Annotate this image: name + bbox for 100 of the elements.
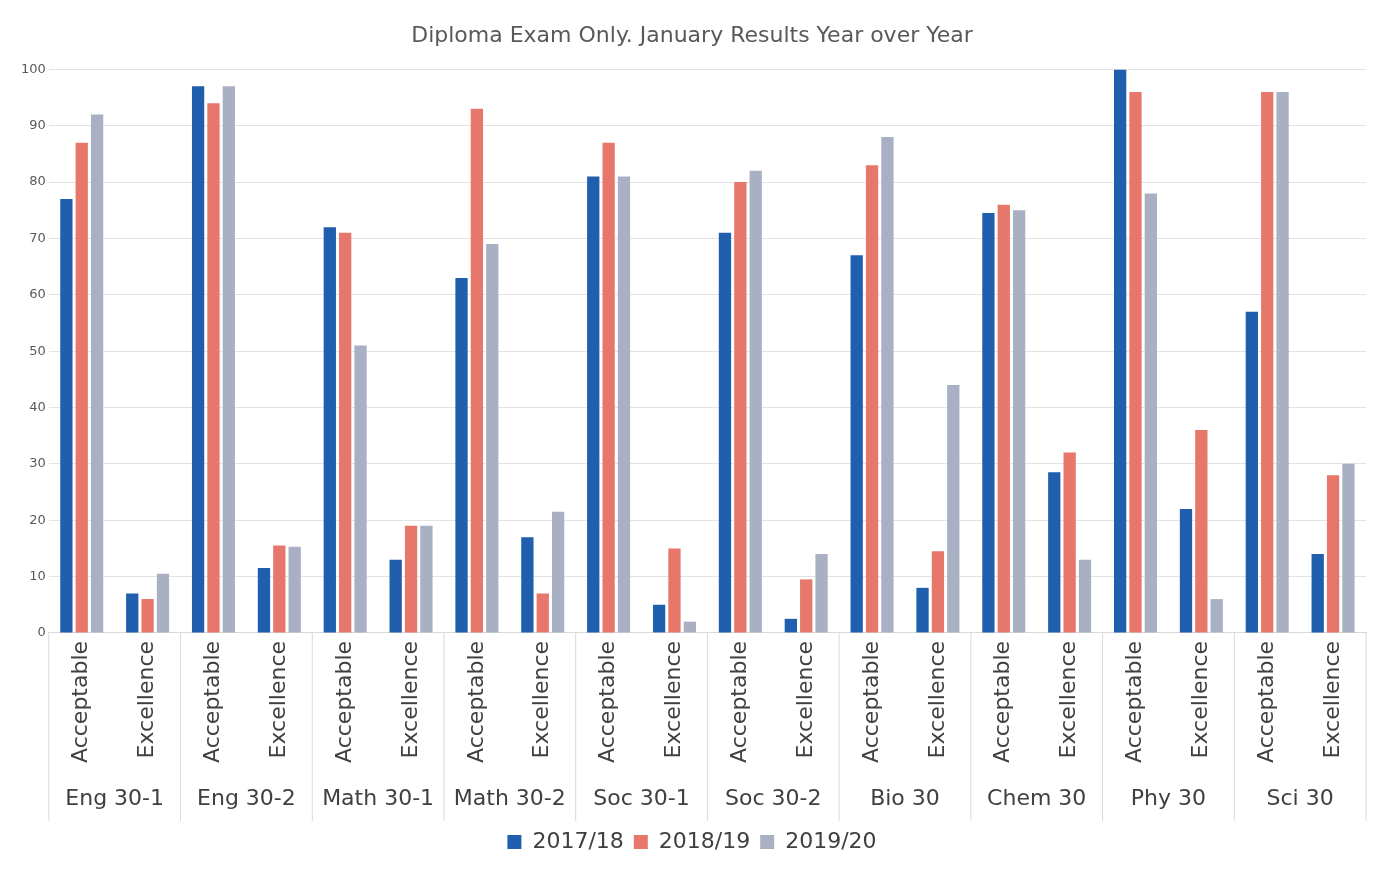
- text: Eng 30-1: [65, 784, 165, 810]
- bar: [1276, 91, 1289, 633]
- y-tick-label: 10: [29, 567, 46, 583]
- bar: [947, 384, 960, 633]
- legend-label: 2018/19: [658, 827, 751, 853]
- x-tick-label: Acceptable: [989, 640, 1015, 763]
- bar: [323, 227, 336, 633]
- y-tick-label: 70: [29, 229, 46, 245]
- bar: [718, 232, 732, 633]
- x-tick-label: Excellence: [1055, 640, 1081, 759]
- bar: [1048, 472, 1061, 633]
- x-tick-label: Acceptable: [726, 640, 752, 763]
- text: Eng 30-2: [197, 784, 296, 810]
- bar: [652, 604, 666, 633]
- x-tick-label: Excellence: [923, 640, 949, 759]
- bar: [536, 593, 549, 633]
- bar: [1078, 559, 1092, 633]
- x-tick-label: Acceptable: [67, 640, 93, 763]
- bar: [916, 587, 929, 633]
- bar: [931, 551, 945, 633]
- bar: [881, 137, 894, 633]
- bar: [1261, 91, 1274, 633]
- y-tick-label: 100: [20, 60, 46, 76]
- bar: [1245, 311, 1258, 633]
- bar: [850, 255, 863, 633]
- bar: [865, 165, 879, 633]
- x-tick-label: Acceptable: [330, 640, 356, 763]
- x-tick-label: Acceptable: [857, 640, 883, 763]
- text: Phy 30: [1130, 784, 1207, 810]
- bar: [1326, 475, 1340, 633]
- x-tick-label: Acceptable: [1121, 640, 1147, 763]
- y-tick-label: 50: [29, 342, 46, 358]
- bar: [1113, 69, 1127, 633]
- x-tick-label: Excellence: [133, 640, 159, 759]
- legend-label: 2017/18: [532, 827, 624, 853]
- y-tick-label: 60: [29, 286, 46, 302]
- text: Chem 30: [987, 784, 1087, 810]
- bar: [339, 232, 352, 633]
- x-tick-label: Excellence: [1187, 640, 1213, 759]
- y-tick-label: 90: [29, 117, 46, 133]
- bar: [784, 618, 797, 633]
- text: Soc 30-1: [593, 784, 690, 810]
- y-tick-label: 20: [29, 511, 46, 527]
- bar: [1311, 554, 1324, 633]
- bar: [997, 204, 1010, 633]
- bar: [617, 176, 631, 633]
- bar: [668, 548, 681, 633]
- bar: [1210, 599, 1223, 633]
- bar: [156, 573, 170, 633]
- bar: [1179, 508, 1193, 633]
- bar: [389, 559, 402, 633]
- bar: [60, 199, 73, 633]
- bar: [90, 114, 104, 633]
- x-tick-label: Excellence: [396, 640, 422, 759]
- bar: [815, 554, 828, 633]
- bar: [354, 345, 367, 633]
- x-tick-label: Excellence: [265, 640, 291, 759]
- bar: [222, 86, 235, 633]
- bar: [749, 170, 762, 633]
- bar: [1342, 463, 1355, 633]
- y-tick-label: 80: [29, 173, 46, 189]
- chart-title: Diploma Exam Only. January Results Year over Year: [411, 21, 974, 47]
- x-tick-label: Excellence: [1318, 640, 1344, 759]
- x-tick-label: Excellence: [791, 640, 817, 759]
- bar: [982, 213, 995, 633]
- bar: [1144, 193, 1158, 633]
- bar: [800, 579, 813, 633]
- text: Sci 30: [1266, 784, 1334, 810]
- x-tick-label: Acceptable: [1252, 640, 1278, 763]
- bar: [207, 103, 220, 633]
- bar: [521, 537, 534, 633]
- bar: [1012, 210, 1026, 633]
- bar: [551, 511, 565, 633]
- text: Soc 30-2: [725, 784, 822, 810]
- bar: [404, 525, 418, 633]
- text: Math 30-2: [453, 784, 566, 810]
- bar: [1129, 91, 1142, 633]
- x-tick-label: Acceptable: [594, 640, 620, 763]
- bar: [470, 108, 484, 633]
- bar: [75, 142, 88, 633]
- bar: [734, 182, 747, 633]
- bar: [683, 621, 696, 633]
- bar: [602, 142, 615, 633]
- x-tick-label: Excellence: [660, 640, 686, 759]
- bar: [587, 176, 600, 633]
- bar: [1195, 430, 1208, 633]
- bar: [191, 86, 205, 633]
- bar: [486, 244, 499, 633]
- y-tick-label: 30: [29, 455, 46, 471]
- bar: [257, 568, 271, 633]
- bar: [126, 593, 139, 633]
- bar: [141, 599, 154, 633]
- x-tick-label: Acceptable: [462, 640, 488, 763]
- bar: [288, 546, 301, 633]
- text: Math 30-1: [322, 784, 435, 810]
- x-tick-label: Acceptable: [199, 640, 225, 763]
- bar: [420, 525, 433, 633]
- y-tick-label: 0: [37, 624, 46, 640]
- text: Bio 30: [870, 784, 940, 810]
- x-tick-label: Excellence: [528, 640, 554, 759]
